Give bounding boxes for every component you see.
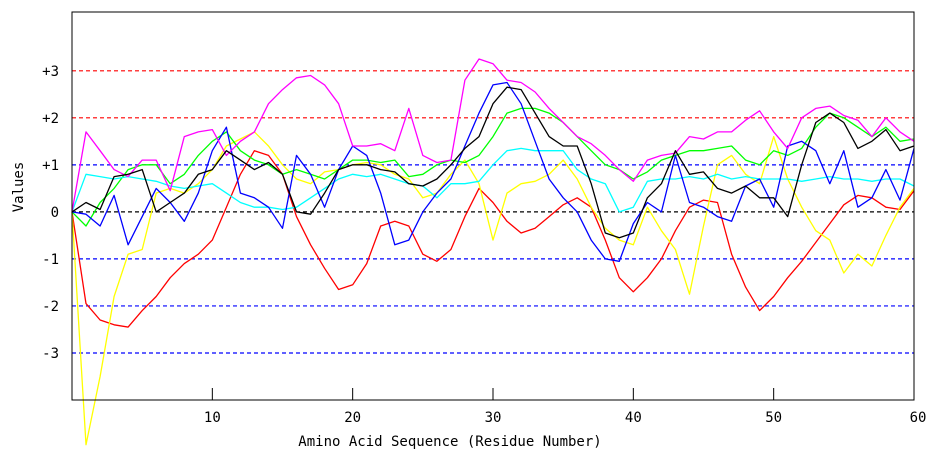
- x-tick-label: 60: [910, 410, 927, 426]
- series-line: [71, 147, 915, 213]
- series-group: [71, 58, 915, 446]
- series-line: [71, 86, 915, 239]
- y-tick-label: -1: [42, 252, 59, 268]
- y-axis-label: Values: [11, 162, 27, 213]
- x-tick-label: 40: [625, 410, 642, 426]
- x-axis-label: Amino Acid Sequence (Residue Number): [298, 434, 601, 450]
- reference-lines: [72, 70, 914, 354]
- x-tick-label: 20: [344, 410, 361, 426]
- y-tick-label: +2: [42, 111, 59, 127]
- x-tick-label: 10: [204, 410, 221, 426]
- x-tick-label: 50: [765, 410, 782, 426]
- y-tick-label: +1: [42, 158, 59, 174]
- y-tick-label: -2: [42, 299, 59, 315]
- x-tick-label: 30: [485, 410, 502, 426]
- y-axis: +3 +2 +1 0 -1 -2 -3: [42, 64, 59, 362]
- series-line: [71, 150, 915, 328]
- series-line: [71, 81, 915, 262]
- series-line: [71, 58, 915, 213]
- y-tick-label: +3: [42, 64, 59, 80]
- x-axis: 10 20 30 40 50 60: [204, 388, 927, 426]
- y-tick-label: 0: [51, 205, 59, 221]
- y-tick-label: -3: [42, 346, 59, 362]
- series-line: [71, 107, 915, 227]
